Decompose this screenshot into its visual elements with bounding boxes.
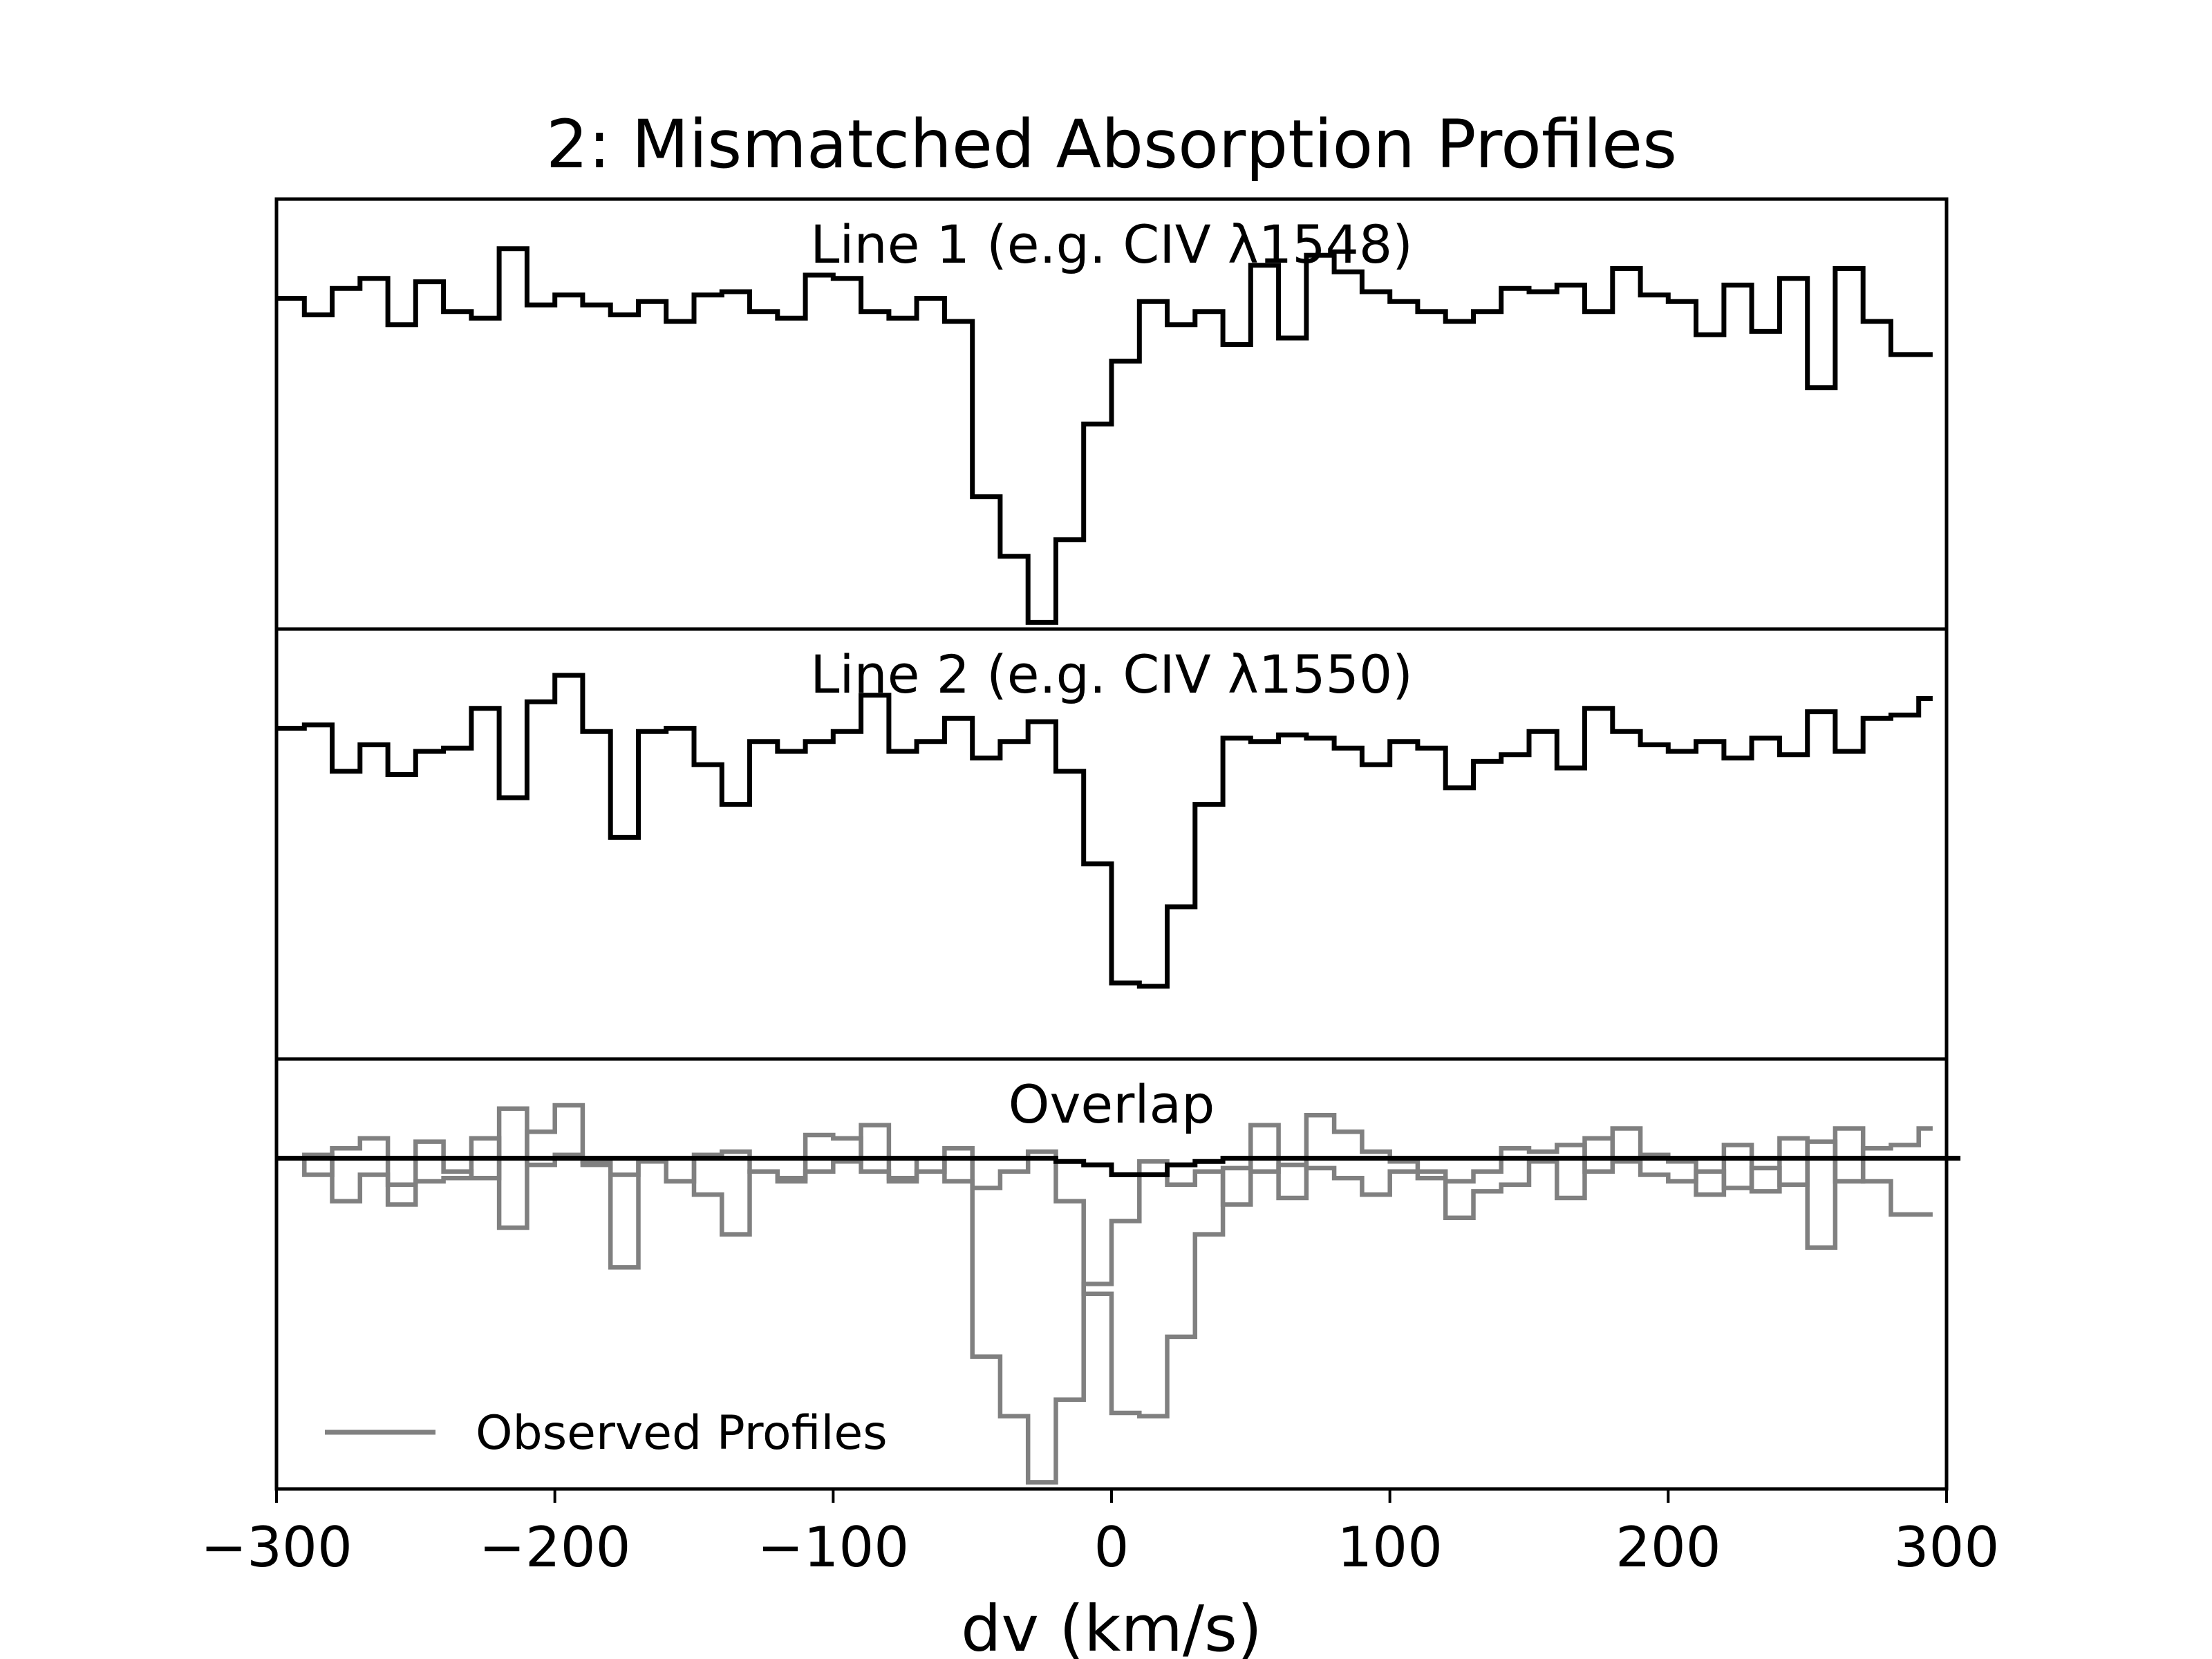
panel-3-series-3: [276, 1156, 1961, 1177]
panel-3-series-2: [276, 1103, 1933, 1418]
x-axis-label: dv (km/s): [961, 1592, 1262, 1659]
panel-1-title: Line 1 (e.g. CIV λ1548): [810, 214, 1413, 275]
x-axis: −300 −200 −100 0 100 200 300: [200, 1489, 1999, 1580]
legend-label: Observed Profiles: [476, 1406, 888, 1461]
panel-3: Overlap Observed Profiles: [274, 1057, 1961, 1491]
x-tick-label: 300: [1894, 1515, 2000, 1580]
legend: Observed Profiles: [325, 1406, 888, 1461]
x-tick-label: −200: [479, 1515, 631, 1580]
chart-title: 2: Mismatched Absorption Profiles: [546, 106, 1677, 183]
panel-2: Line 2 (e.g. CIV λ1550): [274, 627, 1949, 1061]
panel-1-series-1: [276, 246, 1933, 625]
panel-2-series-1: [276, 673, 1933, 989]
x-tick-label: −300: [200, 1515, 353, 1580]
panel-1: Line 1 (e.g. CIV λ1548): [274, 197, 1949, 631]
panel-3-title: Overlap: [1009, 1074, 1215, 1135]
panel-2-title: Line 2 (e.g. CIV λ1550): [810, 644, 1413, 705]
x-tick-label: 100: [1337, 1515, 1443, 1580]
x-tick-label: −100: [757, 1515, 909, 1580]
x-tick-label: 200: [1615, 1515, 1721, 1580]
panels: Line 1 (e.g. CIV λ1548) Line 2 (e.g. CIV …: [274, 197, 1961, 1491]
x-tick-label: 0: [1094, 1515, 1130, 1580]
